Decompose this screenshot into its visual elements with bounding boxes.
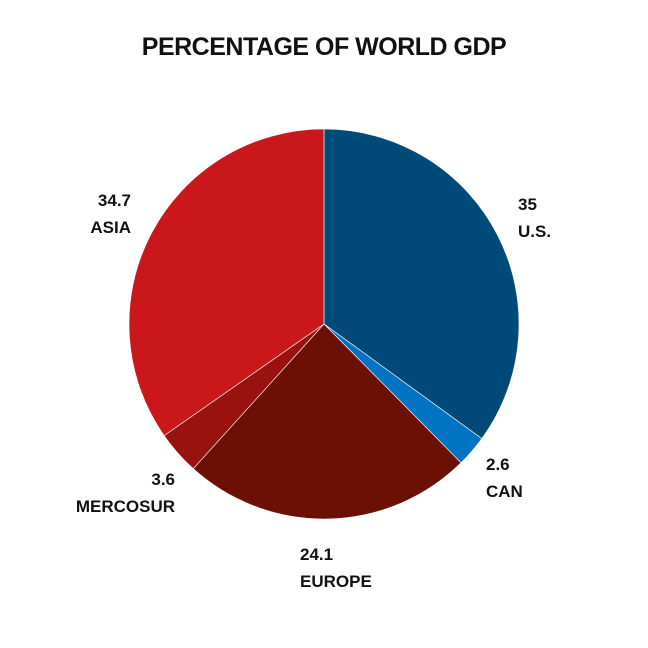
slice-name-label: CAN [486, 482, 523, 501]
pie-slice-asia [128, 128, 325, 437]
slice-name-label: EUROPE [300, 572, 372, 591]
slice-value-label: 24.1 [300, 545, 333, 564]
pie-labels: 35 U.S. 2.6 CAN 24.1 EUROPE 3.6 MERCOSUR 34.7 ASI… [76, 191, 551, 591]
pie-slices [128, 128, 520, 520]
slice-value-label: 2.6 [486, 455, 510, 474]
chart-title: PERCENTAGE OF WORLD GDP [142, 33, 506, 61]
slice-name-label: U.S. [518, 222, 551, 241]
slice-name-label: ASIA [90, 218, 131, 237]
pie-slice-u-s [323, 128, 520, 440]
pie-slice-europe [192, 323, 462, 520]
slice-value-label: 34.7 [98, 191, 131, 210]
slice-value-label: 35 [518, 195, 537, 214]
slice-name-label: MERCOSUR [76, 497, 175, 516]
slice-value-label: 3.6 [151, 470, 175, 489]
